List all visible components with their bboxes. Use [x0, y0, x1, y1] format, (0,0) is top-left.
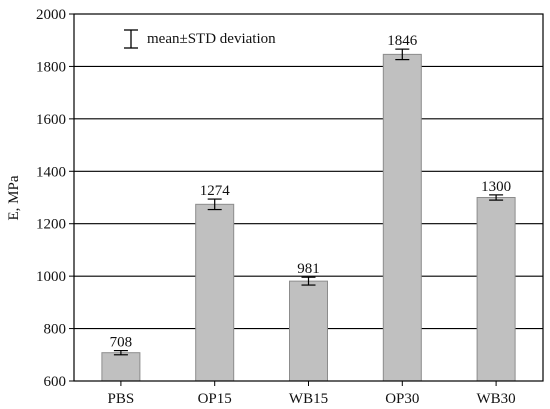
x-tick-label: OP15	[198, 391, 232, 407]
bar-wb15	[289, 280, 328, 382]
bars	[101, 48, 516, 382]
y-ticks: 600 800 1000 1200 1400 1600 1800 2000	[36, 7, 74, 390]
x-tick-label: WB15	[289, 391, 328, 407]
error-bar-op30	[395, 48, 410, 61]
data-label-wb30: 1300	[481, 179, 511, 195]
x-tick-label: PBS	[108, 391, 135, 407]
x-tick-label: WB30	[477, 391, 516, 407]
bar-op30	[382, 53, 422, 382]
y-tick-label: 1400	[36, 164, 66, 180]
y-tick-label: 800	[44, 322, 67, 338]
x-tick-label: OP30	[385, 391, 419, 407]
bar-op15	[195, 203, 235, 382]
y-axis-title: E, MPa	[6, 175, 22, 220]
data-label-pbs: 708	[110, 335, 133, 351]
y-tick-label: 1000	[36, 269, 66, 285]
y-tick-label: 1200	[36, 217, 66, 233]
data-label-op30: 1846	[387, 33, 418, 49]
bar-pbs	[101, 352, 141, 382]
bar-wb30	[476, 197, 516, 382]
y-tick-label: 2000	[36, 7, 66, 23]
legend-label: mean±STD deviation	[147, 31, 276, 47]
legend: mean±STD deviation	[124, 29, 276, 49]
gridlines	[74, 65, 543, 330]
data-label-wb15: 981	[297, 261, 320, 277]
error-bar-wb30	[489, 194, 504, 201]
x-ticks: PBS OP15 WB15 OP30 WB30	[108, 381, 516, 407]
y-tick-label: 1600	[36, 112, 66, 128]
data-labels: 708 1274 981 1846 1300	[110, 33, 511, 350]
error-bar-op15	[207, 198, 222, 211]
error-bar-wb15	[301, 276, 316, 286]
y-tick-label: 600	[44, 374, 67, 390]
error-bar-pbs	[113, 349, 128, 356]
y-tick-label: 1800	[36, 59, 66, 75]
data-label-op15: 1274	[200, 183, 231, 199]
error-bar-icon	[124, 29, 138, 49]
